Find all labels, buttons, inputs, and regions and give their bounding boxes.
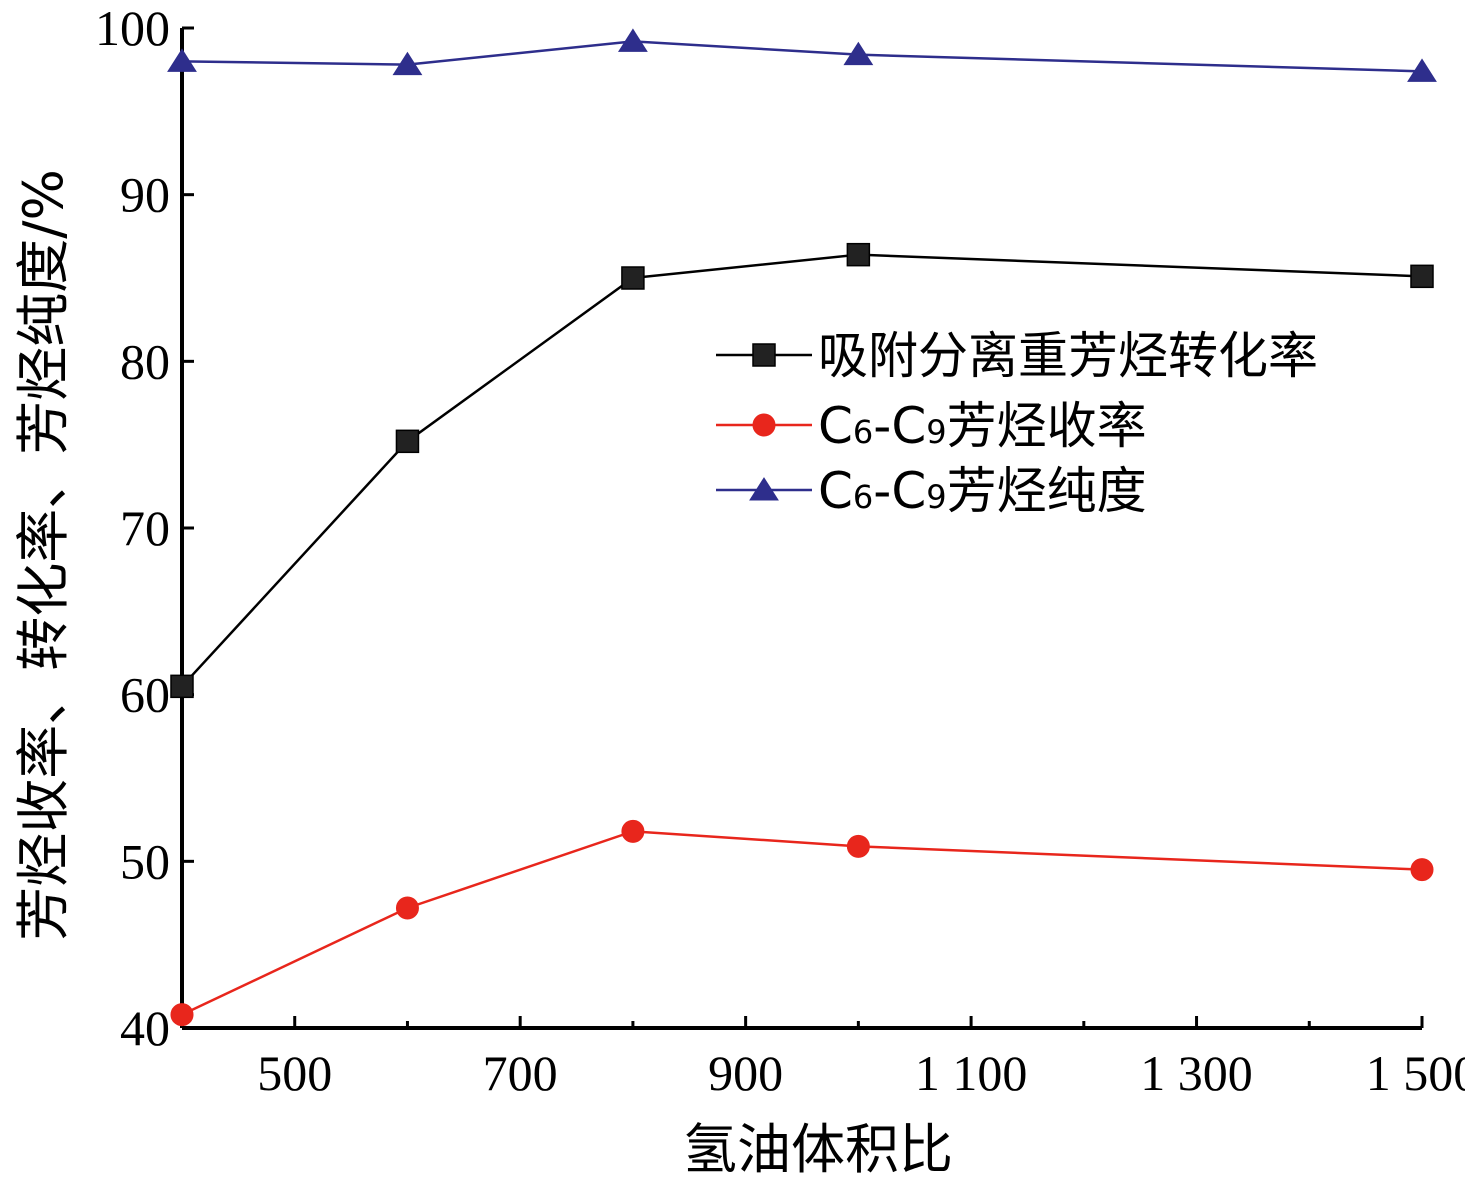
data-point — [395, 429, 420, 454]
series-0 — [170, 242, 1434, 699]
y-tick-label: 40 — [120, 1000, 170, 1056]
data-point — [395, 896, 419, 920]
y-tick-label: 100 — [95, 0, 170, 56]
axes: 40 50 60 70 80 90 100 500 700 900 1 100 1 300 1 500 — [95, 0, 1465, 1101]
data-point — [621, 819, 645, 843]
data-point — [167, 48, 197, 72]
legend-label: C6-C9芳烃收率 — [818, 397, 1147, 455]
x-tick-label: 900 — [708, 1045, 783, 1101]
data-point — [392, 51, 423, 76]
x-tick-label: 500 — [257, 1045, 332, 1101]
legend-marker — [749, 477, 779, 501]
legend-label: C6-C9芳烃纯度 — [818, 462, 1147, 520]
data-point — [1407, 58, 1437, 82]
y-tick-label: 50 — [120, 833, 170, 889]
data-point — [843, 41, 874, 66]
legend-label-part: 芳烃纯度 — [947, 462, 1147, 520]
x-tick-label: 700 — [483, 1045, 558, 1101]
legend-label-part: 芳烃收率 — [947, 397, 1147, 455]
x-axis-title: 氢油体积比 — [683, 1118, 953, 1181]
legend-label-part: -C — [873, 397, 926, 455]
data-point — [170, 1003, 194, 1027]
legend-entry: C6-C9芳烃收率 — [716, 397, 1147, 455]
series-layer — [167, 28, 1437, 1027]
data-point — [846, 834, 870, 858]
y-tick-label: 70 — [120, 500, 170, 556]
series-line — [181, 253, 1423, 688]
data-point — [846, 242, 871, 267]
series-1 — [170, 819, 1434, 1027]
legend-label-part: -C — [873, 462, 926, 520]
y-tick-label: 60 — [120, 667, 170, 723]
legend-label-part: 9 — [926, 413, 946, 451]
data-point — [621, 266, 645, 290]
legend-entry: 吸附分离重芳烃转化率 — [716, 327, 1318, 385]
x-tick-label: 1 500 — [1366, 1045, 1465, 1101]
legend-marker — [752, 413, 776, 437]
legend-marker — [752, 343, 776, 367]
x-tick-label: 1 300 — [1140, 1045, 1253, 1101]
legend-label: 吸附分离重芳烃转化率 — [818, 327, 1318, 385]
x-tick-label: 1 100 — [915, 1045, 1028, 1101]
data-point — [1410, 858, 1434, 882]
series-2 — [167, 28, 1437, 82]
data-point — [170, 674, 194, 699]
legend-label-part: C — [818, 462, 853, 520]
data-point — [617, 28, 648, 52]
y-tick-label: 90 — [120, 167, 170, 223]
legend-label-part: 6 — [853, 413, 873, 451]
data-point — [1410, 264, 1434, 289]
legend-entry: C6-C9芳烃纯度 — [716, 462, 1147, 520]
legend-label-part: C — [818, 397, 853, 455]
legend-label-part: 吸附分离重芳烃转化率 — [818, 327, 1318, 385]
y-axis-title: 芳烃收率、转化率、芳烃纯度/% — [12, 169, 75, 941]
legend-label-part: 6 — [853, 478, 873, 516]
y-tick-label: 80 — [120, 333, 170, 389]
legend-label-part: 9 — [926, 478, 946, 516]
series-line — [181, 830, 1423, 1016]
series-line — [181, 40, 1423, 73]
